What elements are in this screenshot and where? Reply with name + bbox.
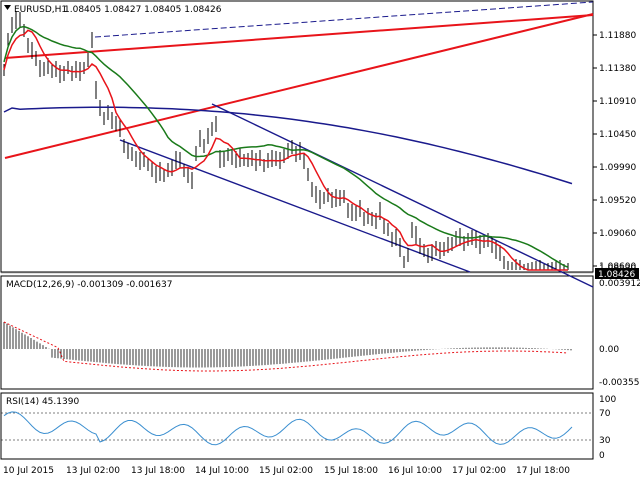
macd-tick: -0.003556 xyxy=(599,378,640,388)
rsi-tick: 0 xyxy=(599,451,605,461)
time-label: 16 Jul 10:00 xyxy=(388,466,442,476)
rsi-panel[interactable] xyxy=(0,392,594,460)
price-bars xyxy=(3,11,569,270)
price-tick: 1.11380 xyxy=(599,64,636,74)
time-label: 10 Jul 2015 xyxy=(3,466,54,476)
time-axis: 10 Jul 2015 13 Jul 02:00 13 Jul 18:00 14… xyxy=(3,466,570,476)
trendline-lower-red[interactable] xyxy=(4,13,594,159)
channel-lower-line[interactable] xyxy=(119,139,471,273)
price-tick: 1.11880 xyxy=(599,31,636,41)
triangle-down-icon xyxy=(4,5,11,10)
current-price-badge xyxy=(595,268,639,279)
rsi-tick: 100 xyxy=(599,395,616,405)
channel-upper-line[interactable] xyxy=(211,103,594,288)
macd-tick: 0.00 xyxy=(599,345,619,355)
time-label: 14 Jul 10:00 xyxy=(195,466,249,476)
trendline-upper-red[interactable] xyxy=(4,14,594,59)
price-tick: 1.08600 xyxy=(599,262,636,272)
current-price-label: 1.08426 xyxy=(598,270,635,280)
rsi-tick: 70 xyxy=(599,409,611,419)
macd-panel[interactable] xyxy=(0,275,594,390)
time-label: 17 Jul 18:00 xyxy=(516,466,570,476)
macd-histogram xyxy=(3,322,572,368)
price-tick: 1.09990 xyxy=(599,163,636,173)
time-label: 15 Jul 18:00 xyxy=(324,466,378,476)
time-label: 13 Jul 18:00 xyxy=(131,466,185,476)
rsi-axis: 100 70 30 0 xyxy=(599,395,616,461)
price-axis: 1.11880 1.11380 1.10910 1.10450 1.09990 … xyxy=(593,31,636,274)
rsi-title: RSI(14) 45.1390 xyxy=(6,397,79,407)
price-tick: 1.10450 xyxy=(599,130,636,140)
price-tick: 1.09060 xyxy=(599,229,636,239)
symbol-label: EURUSD,H1 xyxy=(14,5,67,15)
rsi-line xyxy=(3,411,573,446)
price-panel[interactable] xyxy=(0,0,594,273)
time-label: 17 Jul 02:00 xyxy=(452,466,506,476)
rsi-tick: 30 xyxy=(599,436,611,446)
time-label: 15 Jul 02:00 xyxy=(259,466,313,476)
macd-tick: 0.003912 xyxy=(599,279,640,289)
moving-average-slow xyxy=(3,106,573,185)
macd-title: MACD(12,26,9) -0.001309 -0.001637 xyxy=(6,280,172,290)
time-label: 13 Jul 02:00 xyxy=(66,466,120,476)
price-tick: 1.10910 xyxy=(599,97,636,107)
ohlc-readout: 1.08405 1.08427 1.08405 1.08426 xyxy=(64,5,222,15)
price-tick: 1.09520 xyxy=(599,196,636,206)
moving-average-mid xyxy=(3,25,569,268)
trendline-dashed-blue[interactable] xyxy=(94,1,594,38)
macd-axis: 0.003912 0.00 -0.003556 xyxy=(599,279,640,388)
moving-average-fast xyxy=(3,29,568,271)
macd-signal-line xyxy=(3,321,569,372)
